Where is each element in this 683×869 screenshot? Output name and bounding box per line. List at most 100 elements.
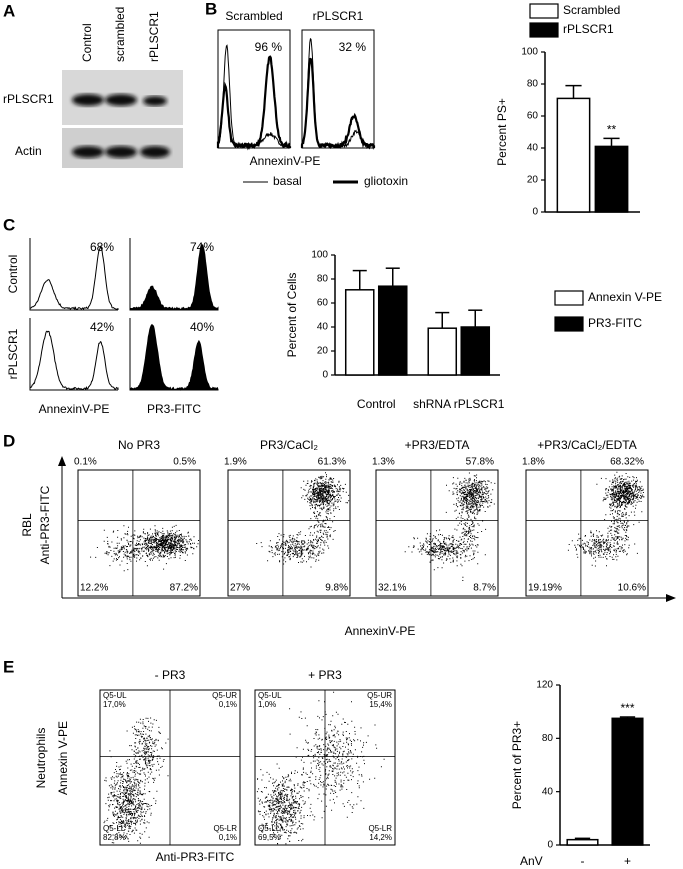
histogram-curve [29,245,119,311]
quadrant-name: Q5-LL [258,824,281,833]
quadrant-percent: 17,0% [103,700,126,709]
y-axis-label: Percent of Cells [285,273,299,358]
panel-label: E [3,657,14,676]
dot-cloud [103,717,169,844]
annotation: ** [607,123,617,137]
bar [566,838,599,846]
legend-label: Scrambled [563,3,620,17]
quadrant-percent: 1.3% [372,457,395,468]
legend-swatch [554,290,584,306]
quadrant-name: Q5-LR [213,824,237,833]
quadrant-percent: 87.2% [170,583,198,594]
dot-cloud [90,524,199,572]
legend-swatch [529,22,559,38]
quadrant-percent: 8.7% [473,583,496,594]
histogram-curve [29,330,119,391]
panel-label: D [3,431,15,450]
quadrant-percent: 57.8% [466,457,494,468]
row-label: Control [6,255,20,294]
histogram-title: rPLSCR1 [313,9,364,23]
plot-frame [375,469,499,597]
quadrant-percent: 1.9% [224,457,247,468]
y-tick-label: 0 [532,207,538,218]
quadrant-percent: 27% [230,583,250,594]
column-label: PR3-FITC [147,402,201,416]
axis-label: Annexin V-PE [56,721,70,795]
dot-cloud [567,471,645,567]
bar [594,145,629,213]
axis-label: AnnexinV-PE [345,624,416,638]
quadrant-percent: 82,8% [103,833,126,842]
y-tick-label: 0 [547,840,553,851]
y-tick-label: 100 [521,47,538,58]
plot-frame [77,469,201,597]
dot-cloud [404,472,496,581]
x-tick-label: shRNA rPLSCR1 [413,397,505,411]
y-tick-label: 40 [317,322,329,333]
histogram-percent: 68% [90,240,114,254]
y-tick-label: 80 [542,733,554,744]
plot-frame [227,469,351,597]
bar [344,289,375,376]
blot-band [72,146,104,158]
y-axis-label: Percent PS+ [495,98,509,166]
quadrant-percent: 0.1% [74,457,97,468]
panel-label: A [3,1,15,20]
histogram-curve [129,244,219,311]
plot-title: No PR3 [118,438,160,452]
x-tick-label: + [624,854,631,868]
row-label: Actin [15,144,42,158]
y-tick-label: 80 [317,274,329,285]
arrow-head [58,456,66,466]
bar [611,717,644,846]
x-tick-label: Control [357,397,396,411]
quadrant-percent: 14,2% [369,833,392,842]
quadrant-percent: 0.5% [173,457,196,468]
plot-title: + PR3 [308,668,342,682]
lane-label: rPLSCR1 [147,11,161,62]
y-tick-label: 80 [527,79,539,90]
histogram-curve [216,55,292,151]
row-label: rPLSCR1 [3,92,54,106]
axis-label: Anti-PR3-FITC [38,485,52,564]
quadrant-percent: 61.3% [318,457,346,468]
quadrant-name: Q5-UL [103,691,127,700]
plot-frame [525,469,649,597]
legend-label: basal [273,174,302,188]
quadrant-name: Q5-UR [367,691,392,700]
histogram-percent: 32 % [339,40,367,54]
y-tick-label: 60 [317,298,329,309]
histogram-title: Scrambled [225,9,282,23]
blot-band [72,94,104,106]
quadrant-name: Q5-LL [103,824,126,833]
histogram-percent: 42% [90,320,114,334]
quadrant-name: Q5-LR [368,824,392,833]
legend-label: gliotoxin [364,174,408,188]
y-tick-label: 120 [536,680,553,691]
histogram-curve [300,57,376,150]
axis-label: Anti-PR3-FITC [156,850,235,864]
dot-cloud [256,472,350,568]
arrow-head [666,594,676,602]
y-tick-label: 20 [527,175,539,186]
dot-cloud [256,691,385,845]
histogram-curve [129,323,219,391]
plot-title: +PR3/EDTA [405,438,470,452]
plot-title: +PR3/CaCl₂/EDTA [537,438,636,452]
quadrant-percent: 1,0% [258,700,276,709]
row-label: rPLSCR1 [6,328,20,379]
quadrant-percent: 1.8% [522,457,545,468]
legend-label: rPLSCR1 [563,22,614,36]
histogram-percent: 40% [190,320,214,334]
quadrant-percent: 0,1% [219,700,237,709]
histogram-percent: 96 % [255,40,283,54]
lane-label: scrambled [113,7,127,62]
x-tick-label: - [581,854,585,868]
quadrant-percent: 12.2% [80,583,108,594]
panel-label: B [205,0,217,18]
bar [377,285,408,376]
bar [556,97,591,213]
annotation: *** [620,701,634,715]
histogram-percent: 74% [190,240,214,254]
